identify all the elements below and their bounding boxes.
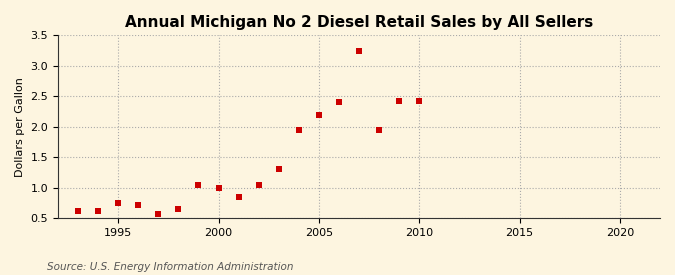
Point — [333, 100, 344, 104]
Text: Source: U.S. Energy Information Administration: Source: U.S. Energy Information Administ… — [47, 262, 294, 272]
Point — [113, 201, 124, 205]
Point — [234, 195, 244, 199]
Point — [253, 183, 264, 187]
Point — [374, 128, 385, 132]
Point — [354, 49, 364, 53]
Point — [414, 99, 425, 103]
Point — [73, 209, 84, 213]
Point — [213, 186, 224, 190]
Point — [133, 203, 144, 207]
Point — [294, 128, 304, 132]
Point — [173, 207, 184, 211]
Title: Annual Michigan No 2 Diesel Retail Sales by All Sellers: Annual Michigan No 2 Diesel Retail Sales… — [125, 15, 593, 30]
Point — [153, 212, 164, 216]
Point — [92, 209, 103, 213]
Y-axis label: Dollars per Gallon: Dollars per Gallon — [15, 77, 25, 177]
Point — [313, 112, 324, 117]
Point — [394, 99, 404, 103]
Point — [193, 183, 204, 187]
Point — [273, 167, 284, 171]
